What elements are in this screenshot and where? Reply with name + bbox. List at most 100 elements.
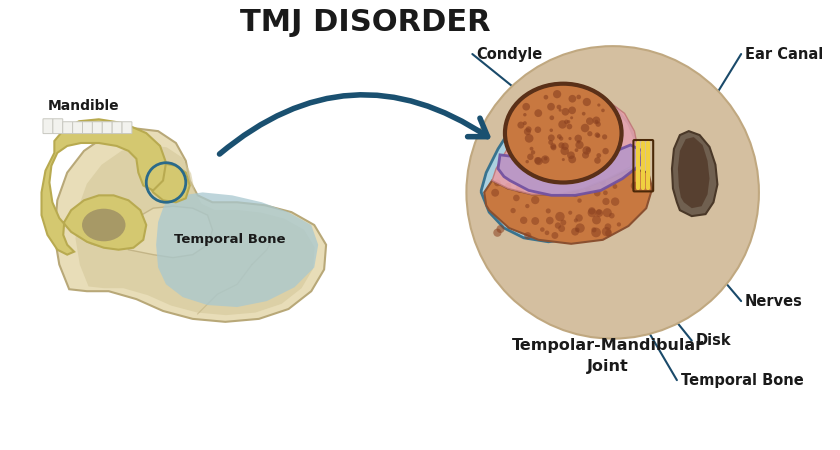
Circle shape bbox=[568, 211, 572, 215]
Ellipse shape bbox=[505, 84, 622, 183]
Circle shape bbox=[617, 222, 621, 227]
Circle shape bbox=[591, 227, 596, 232]
Circle shape bbox=[596, 122, 601, 127]
Circle shape bbox=[557, 105, 561, 109]
Circle shape bbox=[582, 112, 585, 116]
Circle shape bbox=[551, 189, 556, 194]
Text: TMJ DISORDER: TMJ DISORDER bbox=[240, 8, 491, 37]
Circle shape bbox=[588, 208, 596, 217]
Circle shape bbox=[611, 198, 619, 206]
Polygon shape bbox=[156, 193, 318, 307]
Circle shape bbox=[569, 107, 576, 114]
Circle shape bbox=[559, 142, 564, 148]
Circle shape bbox=[531, 150, 535, 155]
Circle shape bbox=[586, 117, 594, 125]
Circle shape bbox=[511, 208, 516, 213]
Circle shape bbox=[546, 208, 551, 213]
Circle shape bbox=[549, 116, 554, 120]
Circle shape bbox=[561, 143, 569, 150]
FancyBboxPatch shape bbox=[43, 119, 53, 134]
Circle shape bbox=[550, 144, 556, 150]
Circle shape bbox=[594, 190, 601, 197]
Circle shape bbox=[558, 225, 565, 232]
Ellipse shape bbox=[76, 204, 131, 246]
Circle shape bbox=[562, 108, 570, 116]
Circle shape bbox=[576, 94, 581, 99]
Circle shape bbox=[525, 204, 529, 208]
Circle shape bbox=[596, 153, 601, 158]
Circle shape bbox=[522, 103, 530, 111]
Circle shape bbox=[588, 207, 596, 215]
Circle shape bbox=[528, 178, 538, 187]
Circle shape bbox=[526, 126, 532, 132]
Circle shape bbox=[520, 216, 528, 224]
Circle shape bbox=[543, 157, 548, 160]
Circle shape bbox=[575, 223, 585, 233]
Circle shape bbox=[600, 180, 606, 185]
Circle shape bbox=[526, 160, 529, 163]
Circle shape bbox=[550, 143, 556, 149]
Circle shape bbox=[505, 183, 512, 189]
Circle shape bbox=[555, 212, 564, 221]
Circle shape bbox=[553, 90, 561, 98]
Circle shape bbox=[532, 217, 539, 225]
Circle shape bbox=[529, 147, 533, 151]
Circle shape bbox=[575, 214, 583, 222]
Text: Ear Canal: Ear Canal bbox=[745, 46, 823, 62]
Circle shape bbox=[524, 232, 532, 239]
Circle shape bbox=[491, 189, 499, 197]
Circle shape bbox=[552, 232, 559, 239]
Circle shape bbox=[517, 122, 524, 129]
Circle shape bbox=[541, 155, 549, 164]
Circle shape bbox=[562, 180, 570, 188]
Circle shape bbox=[596, 134, 601, 138]
Circle shape bbox=[544, 230, 549, 235]
Circle shape bbox=[601, 108, 605, 112]
Circle shape bbox=[524, 128, 531, 135]
Circle shape bbox=[543, 95, 549, 99]
Circle shape bbox=[609, 213, 615, 218]
Text: Temporal Bone: Temporal Bone bbox=[174, 233, 285, 246]
FancyBboxPatch shape bbox=[122, 122, 132, 134]
Circle shape bbox=[548, 135, 554, 141]
Text: Mandible: Mandible bbox=[48, 99, 120, 113]
Circle shape bbox=[603, 208, 612, 217]
Circle shape bbox=[566, 124, 572, 130]
Circle shape bbox=[522, 121, 527, 125]
Circle shape bbox=[528, 153, 533, 160]
Text: Nerves: Nerves bbox=[745, 293, 803, 309]
Circle shape bbox=[559, 120, 567, 129]
FancyBboxPatch shape bbox=[72, 122, 82, 134]
Circle shape bbox=[466, 46, 759, 339]
Circle shape bbox=[587, 131, 592, 136]
Polygon shape bbox=[55, 128, 326, 322]
Circle shape bbox=[575, 141, 584, 149]
Circle shape bbox=[585, 187, 591, 194]
Circle shape bbox=[603, 190, 608, 195]
Circle shape bbox=[557, 134, 562, 139]
FancyBboxPatch shape bbox=[63, 122, 72, 134]
Circle shape bbox=[591, 228, 601, 237]
Circle shape bbox=[571, 189, 580, 197]
Circle shape bbox=[534, 126, 541, 133]
Circle shape bbox=[575, 135, 582, 142]
Circle shape bbox=[523, 113, 527, 117]
Circle shape bbox=[567, 120, 570, 124]
Circle shape bbox=[602, 134, 607, 140]
Ellipse shape bbox=[82, 209, 125, 241]
Circle shape bbox=[570, 116, 573, 119]
Circle shape bbox=[594, 157, 601, 164]
Circle shape bbox=[582, 152, 589, 158]
Circle shape bbox=[494, 180, 501, 186]
Circle shape bbox=[525, 134, 533, 143]
Circle shape bbox=[595, 132, 600, 138]
Text: Condyle: Condyle bbox=[476, 46, 543, 62]
Circle shape bbox=[582, 146, 591, 155]
Polygon shape bbox=[672, 131, 717, 216]
Circle shape bbox=[595, 120, 598, 123]
Circle shape bbox=[549, 129, 553, 132]
Polygon shape bbox=[492, 95, 638, 194]
FancyBboxPatch shape bbox=[102, 122, 113, 134]
Circle shape bbox=[580, 124, 590, 132]
Polygon shape bbox=[481, 94, 638, 242]
